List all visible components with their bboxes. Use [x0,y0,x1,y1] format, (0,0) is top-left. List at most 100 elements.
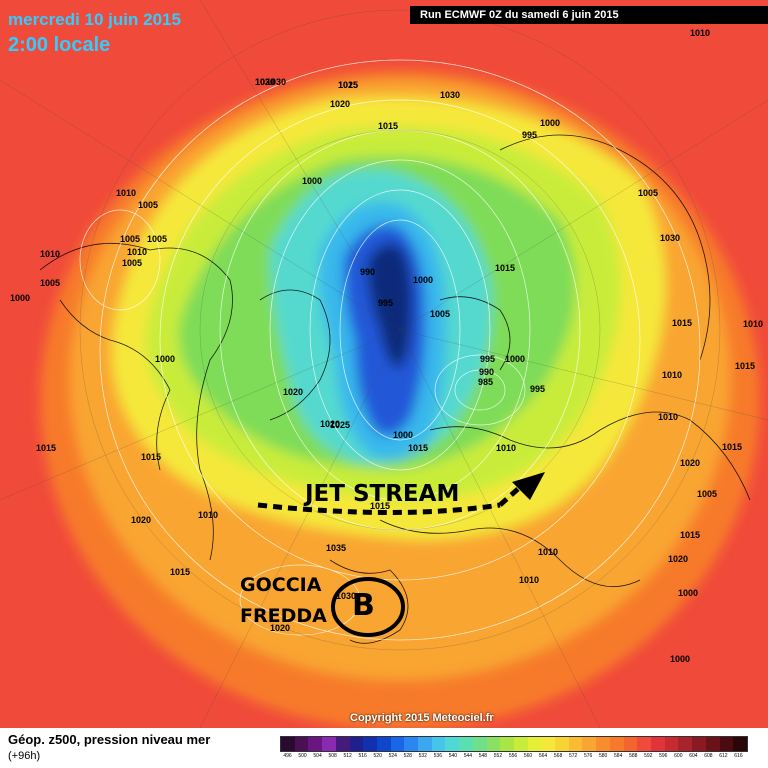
pressure-label: 1030 [336,591,356,601]
pressure-label: 1030 [660,233,680,243]
pressure-label: 1010 [743,319,763,329]
pressure-label: 1015 [170,567,190,577]
pressure-label: 1020 [131,515,151,525]
scale-swatch [596,737,610,751]
scale-swatch [623,737,638,751]
pressure-label: 1000 [540,118,560,128]
pressure-label: 1010 [658,412,678,422]
scale-swatch [678,737,693,751]
pressure-label: 1010 [690,28,710,38]
scale-label: 524 [388,753,397,759]
scale-swatch [486,737,501,751]
scale-label: 552 [493,753,503,759]
scale-label: 572 [568,753,578,759]
scale-swatch [513,737,528,751]
pressure-label: 1000 [155,354,175,364]
scale-label: 528 [403,753,412,759]
scale-swatch [609,737,624,751]
pressure-label: 1020 [668,554,688,564]
scale-label: 616 [734,753,743,759]
pressure-label: 995 [522,130,537,140]
scale-swatch [527,737,542,751]
geopotential-field [40,70,760,728]
pressure-label: 1015 [722,442,742,452]
pressure-label: 1010 [127,247,147,257]
pressure-label: 995 [378,298,393,308]
pressure-label: 1020 [680,458,700,468]
scale-label: 512 [343,753,352,759]
scale-label: 564 [538,753,548,759]
pressure-label: 1020 [320,419,340,429]
pressure-label: 1015 [672,318,692,328]
low-pressure-letter: B [352,588,375,623]
scale-swatch [500,737,514,751]
pressure-label: 1005 [430,309,450,319]
scale-label: 508 [328,753,337,759]
pressure-label: 1030 [440,90,460,100]
scale-swatch [349,737,364,751]
scale-swatch [335,737,350,751]
forecast-date: mercredi 10 juin 2015 [8,10,181,29]
pressure-label: 1005 [40,278,60,288]
scale-swatch [472,737,487,751]
pressure-label-layer: 1030 102510201015103010009951010100010051… [10,28,763,664]
pressure-label: 995 [480,354,495,364]
scale-swatch [322,737,336,751]
scale-swatch [376,737,391,751]
copyright: Copyright 2015 Meteociel.fr [350,712,494,724]
weather-map: 1030 102510201015103010009951010100010051… [0,0,768,728]
scale-swatch [418,737,432,751]
pressure-label: 1030 [266,77,286,87]
pressure-label: 1000 [413,275,433,285]
pressure-label: 1030 [255,77,275,87]
pressure-label: 1015 [370,501,390,511]
pressure-label: 1005 [147,234,167,244]
footer-title: Géop. z500, pression niveau mer [8,732,211,747]
scale-swatch [692,737,706,751]
cold-drop-label-line1: GOCCIA [240,574,322,596]
pressure-label: 1000 [670,654,690,664]
scale-swatch [459,737,473,751]
cold-drop-label-line2: FREDDA [240,605,327,627]
pressure-label: 1015 [495,263,515,273]
pressure-label: 1025 [338,80,358,90]
pressure-label: 1005 [138,200,158,210]
pressure-label: 1020 [270,623,290,633]
scale-swatch [294,737,309,751]
run-info: Run ECMWF 0Z du samedi 6 juin 2015 [410,6,768,24]
pressure-label: 1010 [40,249,60,259]
scale-swatch [363,737,377,751]
jet-stream-path [257,502,501,515]
pressure-label: 1020 [330,99,350,109]
scale-swatch [541,737,556,751]
scale-swatch [445,737,460,751]
pressure-label: 1005 [120,234,140,244]
pressure-label: 1015 [338,80,358,90]
scale-label: 520 [373,753,382,759]
pressure-label: 1000 [10,293,30,303]
pressure-label: 1035 [326,543,346,553]
pressure-label: 1010 [519,575,539,585]
scale-label: 580 [599,753,608,759]
scale-swatch [650,737,665,751]
pressure-label: 1010 [116,188,136,198]
scale-swatch [664,737,679,751]
scale-label: 504 [313,753,322,759]
pressure-label: 1010 [662,370,682,380]
pressure-label: 1000 [393,430,413,440]
scale-swatch [582,737,597,751]
pressure-label: 1025 [330,420,350,430]
pressure-label: 1020 [283,387,303,397]
scale-label: 496 [283,753,292,759]
scale-label: 536 [433,753,442,759]
color-scale [280,736,748,752]
pressure-label: 995 [530,384,545,394]
scale-swatch [568,737,583,751]
pressure-label: 985 [478,377,493,387]
footer-subtitle: (+96h) [8,750,41,762]
scale-label: 612 [719,753,728,759]
scale-swatch [404,737,419,751]
scale-swatch [281,737,295,751]
scale-swatch [637,737,651,751]
scale-label: 568 [553,753,563,759]
